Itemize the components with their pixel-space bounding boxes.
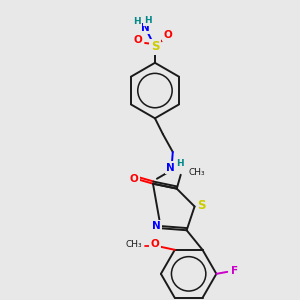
Text: O: O	[151, 239, 159, 249]
Text: F: F	[231, 266, 238, 276]
Text: O: O	[164, 30, 172, 40]
Text: S: S	[151, 40, 159, 53]
Text: N: N	[141, 23, 149, 33]
Text: H: H	[176, 159, 184, 168]
Text: O: O	[130, 174, 139, 184]
Text: O: O	[134, 35, 142, 45]
Text: H: H	[144, 16, 152, 25]
Text: CH₃: CH₃	[189, 168, 205, 177]
Text: H: H	[133, 17, 141, 26]
Text: N: N	[152, 221, 160, 231]
Text: S: S	[197, 199, 206, 212]
Text: N: N	[167, 163, 175, 173]
Text: CH₃: CH₃	[125, 240, 142, 249]
